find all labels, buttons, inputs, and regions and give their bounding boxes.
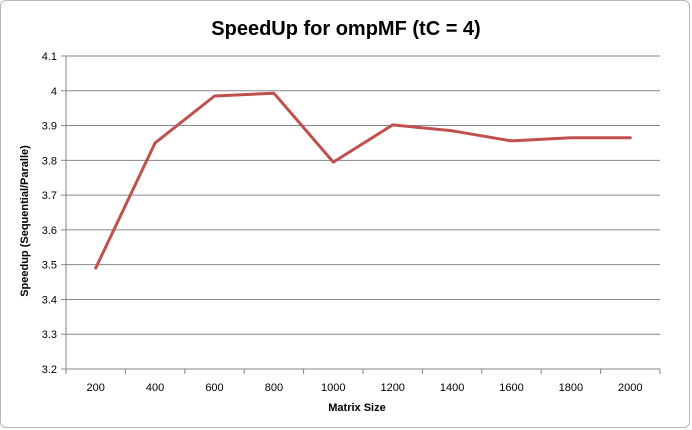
- x-tick-label: 1200: [380, 382, 404, 394]
- x-tick-label: 1800: [559, 382, 583, 394]
- gridlines: [66, 55, 660, 335]
- x-tick-label: 1600: [499, 382, 523, 394]
- x-tick-label: 1000: [321, 382, 345, 394]
- y-tick-label: 4.1: [42, 51, 57, 63]
- y-tick-label: 3.5: [42, 260, 57, 272]
- x-tick-label: 600: [205, 382, 223, 394]
- y-tick-label: 3.8: [42, 155, 57, 167]
- x-tick-label: 1400: [440, 382, 464, 394]
- y-tick-label: 3.2: [42, 364, 57, 376]
- y-tick-label: 3.7: [42, 190, 57, 202]
- x-axis-title: Matrix Size: [328, 402, 385, 414]
- x-tick-labels: 200 400 600 800 1000 1200 1400 1600 1800 2000: [87, 382, 643, 394]
- y-tick-labels: 3.2 3.3 3.4 3.5 3.6 3.7 3.8 3.9 4 4.1: [42, 51, 57, 376]
- x-tick-label: 200: [87, 382, 105, 394]
- y-tick-label: 3.3: [42, 329, 57, 341]
- y-tick-label: 4: [51, 86, 57, 98]
- y-tick-label: 3.6: [42, 225, 57, 237]
- x-tick-label: 800: [265, 382, 283, 394]
- chart-title: SpeedUp for ompMF (tC = 4): [211, 18, 480, 40]
- axes: [61, 55, 661, 374]
- y-tick-label: 3.9: [42, 121, 57, 133]
- y-axis-title: Speedup (Sequential/Paralle): [19, 145, 31, 297]
- x-tick-label: 400: [146, 382, 164, 394]
- series-line: [94, 91, 632, 270]
- series-layer: [94, 91, 632, 270]
- x-tick-label: 2000: [618, 382, 642, 394]
- y-tick-label: 3.4: [42, 294, 57, 306]
